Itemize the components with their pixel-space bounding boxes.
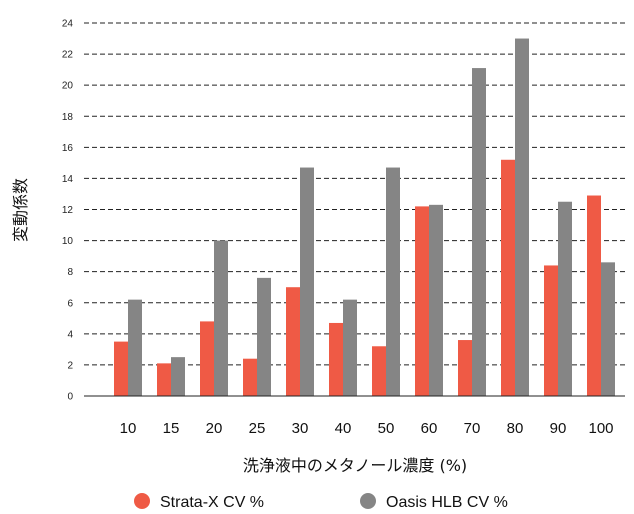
bar-strata-x [157, 363, 171, 396]
y-tick-label: 2 [67, 360, 73, 371]
bar-strata-x [286, 287, 300, 396]
y-tick-label: 14 [62, 174, 74, 185]
bar-oasis-hlb [257, 277, 271, 396]
bar-oasis-hlb [386, 167, 400, 396]
x-tick-label: 15 [163, 420, 180, 437]
bar-oasis-hlb [343, 299, 357, 396]
bars [114, 38, 615, 397]
y-tick-label: 10 [62, 236, 74, 247]
x-tick-label: 60 [421, 420, 438, 437]
bar-oasis-hlb [515, 38, 529, 397]
legend-swatch-oasis-hlb [360, 493, 376, 509]
grid-lines [84, 22, 625, 366]
y-tick-label: 22 [62, 50, 74, 61]
y-tick-label: 0 [67, 392, 73, 403]
x-tick-label: 100 [588, 420, 613, 437]
x-tick-label: 50 [378, 420, 395, 437]
y-tick-label: 18 [62, 112, 74, 123]
x-tick-label: 10 [120, 420, 137, 437]
legend: Strata-X CV % Oasis HLB CV % [134, 493, 508, 511]
y-axis-label: 変動係数 [11, 178, 30, 242]
x-tick-label: 25 [249, 420, 266, 437]
bar-oasis-hlb [171, 357, 185, 396]
legend-label-oasis-hlb: Oasis HLB CV % [386, 494, 508, 511]
bar-strata-x [587, 195, 601, 396]
bar-strata-x [372, 346, 386, 396]
bar-strata-x [415, 206, 429, 396]
y-tick-label: 24 [62, 19, 74, 30]
x-tick-labels: 10 15 20 25 30 40 50 60 70 80 90 100 [120, 420, 614, 437]
legend-swatch-strata-x [134, 493, 150, 509]
x-tick-label: 30 [292, 420, 309, 437]
bar-oasis-hlb [472, 68, 486, 396]
x-tick-label: 40 [335, 420, 352, 437]
bar-oasis-hlb [128, 299, 142, 396]
x-axis-label: 洗浄液中のメタノール濃度 (%) [243, 456, 467, 475]
bar-oasis-hlb [601, 262, 615, 396]
x-tick-label: 70 [464, 420, 481, 437]
bar-oasis-hlb [214, 240, 228, 396]
bar-oasis-hlb [300, 167, 314, 396]
bar-strata-x [200, 321, 214, 396]
y-tick-label: 8 [67, 267, 73, 278]
x-tick-label: 80 [507, 420, 524, 437]
bar-strata-x [243, 358, 257, 396]
y-tick-label: 6 [67, 298, 73, 309]
y-tick-label: 16 [62, 143, 74, 154]
bar-strata-x [329, 322, 343, 396]
bar-strata-x [501, 159, 515, 396]
y-tick-label: 12 [62, 205, 74, 216]
bar-oasis-hlb [558, 201, 572, 396]
bar-strata-x [544, 265, 558, 396]
bar-strata-x [458, 340, 472, 396]
y-tick-label: 4 [67, 329, 73, 340]
x-tick-label: 20 [206, 420, 223, 437]
y-tick-label: 20 [62, 81, 74, 92]
x-tick-label: 90 [550, 420, 567, 437]
bar-oasis-hlb [429, 204, 443, 396]
legend-label-strata-x: Strata-X CV % [160, 494, 264, 511]
bar-strata-x [114, 341, 128, 396]
